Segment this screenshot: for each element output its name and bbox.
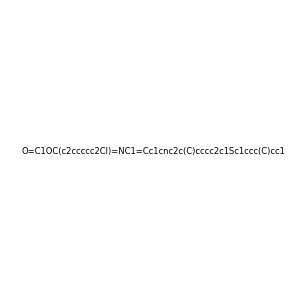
Text: O=C1OC(c2ccccc2Cl)=NC1=Cc1cnc2c(C)cccc2c1Sc1ccc(C)cc1: O=C1OC(c2ccccc2Cl)=NC1=Cc1cnc2c(C)cccc2c… xyxy=(22,147,286,156)
